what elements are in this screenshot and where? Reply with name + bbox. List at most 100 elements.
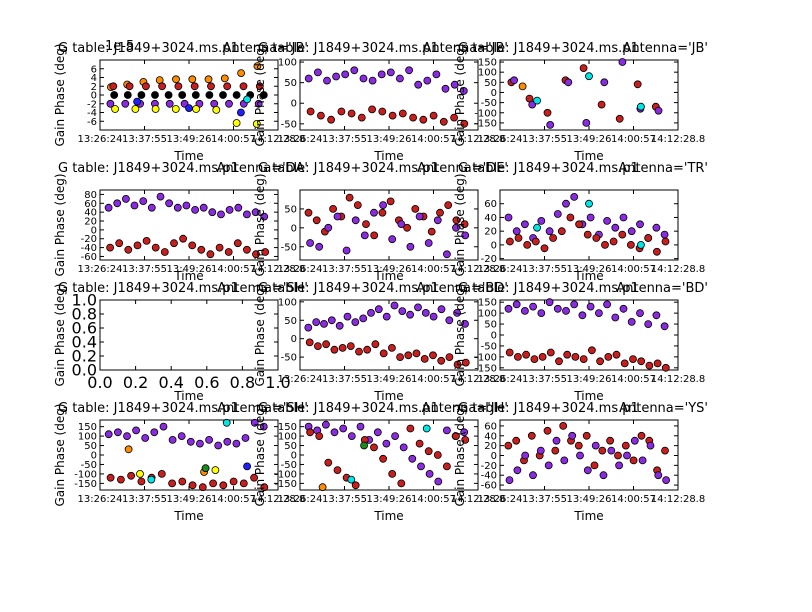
y-tick-label: 100 xyxy=(278,432,297,443)
data-point-purple xyxy=(414,303,422,312)
data-point-red xyxy=(543,108,552,117)
data-point-purple xyxy=(121,99,130,108)
data-point-red xyxy=(406,424,415,433)
data-point-purple xyxy=(552,436,561,445)
data-point-red xyxy=(444,201,453,210)
data-point-purple xyxy=(242,210,251,219)
x-tick-label: 13:49:26 xyxy=(567,134,612,145)
data-point-red xyxy=(260,483,269,492)
data-point-purple xyxy=(421,308,430,317)
x-axis-label: Time xyxy=(173,509,203,523)
x-tick-label: 0.8 xyxy=(230,373,255,392)
data-point-red xyxy=(197,245,206,254)
x-tick-label: 13:37:55 xyxy=(322,494,367,505)
data-point-red xyxy=(563,350,572,359)
data-point-purple xyxy=(450,80,459,89)
data-point-red xyxy=(523,240,532,249)
data-point-red xyxy=(141,82,150,91)
data-point-purple xyxy=(225,99,233,108)
data-point-red xyxy=(559,421,568,430)
data-point-red xyxy=(514,352,522,361)
data-point-purple xyxy=(370,208,378,217)
y-tick-label: 20 xyxy=(484,227,497,238)
data-point-purple xyxy=(335,321,344,330)
data-point-red xyxy=(190,82,199,91)
offset-annotation: 1e-5 xyxy=(105,39,134,54)
x-tick-label: 14:12:28.8 xyxy=(451,264,505,275)
data-point-purple xyxy=(505,476,514,485)
data-point-purple xyxy=(205,435,214,444)
data-point-purple xyxy=(177,432,186,441)
data-point-red xyxy=(531,237,540,246)
x-tick-label: 14:12:28.8 xyxy=(651,134,705,145)
data-point-purple xyxy=(459,87,468,95)
y-tick-label: 2 xyxy=(91,82,97,93)
data-point-purple xyxy=(104,430,113,439)
data-point-purple xyxy=(646,441,655,450)
data-point-red xyxy=(629,456,638,465)
y-tick-label: 50 xyxy=(284,441,297,452)
data-point-red xyxy=(439,117,448,126)
x-axis-label: Time xyxy=(573,149,603,163)
y-tick-label: -100 xyxy=(274,469,297,480)
data-point-red xyxy=(261,248,270,256)
data-point-orange xyxy=(220,74,229,83)
y-tick-label: 100 xyxy=(78,432,97,443)
data-point-cyan xyxy=(243,95,252,104)
subplot-title: G table: J1849+3024.ms.p1 xyxy=(458,41,639,56)
subplot-title: G table: J1849+3024.ms.p1 xyxy=(258,401,439,416)
data-point-red xyxy=(424,447,433,456)
data-point-purple xyxy=(388,235,397,244)
data-point-purple xyxy=(595,309,603,318)
x-tick-label: 13:49:26 xyxy=(367,264,412,275)
y-tick-label: -150 xyxy=(74,479,97,490)
y-tick-label: 0 xyxy=(291,451,297,462)
y-axis-label: Gain Phase (deg) xyxy=(53,43,67,146)
x-tick-label: 14:12:28.8 xyxy=(251,494,305,505)
x-tick-label: 13:49:26 xyxy=(567,374,612,385)
data-point-red xyxy=(604,352,613,361)
y-tick-label: 50 xyxy=(284,78,297,89)
data-point-red xyxy=(157,469,166,478)
data-point-red xyxy=(396,353,405,362)
data-point-purple xyxy=(123,432,131,441)
data-point-yellow xyxy=(212,106,221,114)
y-tick-label: 0 xyxy=(491,451,497,462)
data-point-red xyxy=(398,109,407,118)
data-point-red xyxy=(174,82,183,91)
data-point-black xyxy=(219,91,227,99)
x-tick-label: 14:00:57 xyxy=(211,494,256,505)
data-point-red xyxy=(555,357,563,366)
y-tick-label: -100 xyxy=(74,469,97,480)
data-point-purple xyxy=(636,309,644,318)
data-point-purple xyxy=(104,203,113,212)
data-point-purple xyxy=(217,210,225,219)
y-axis-label: Gain Phase (deg) xyxy=(453,43,467,146)
data-point-purple xyxy=(113,199,122,208)
plot-frame xyxy=(99,299,279,371)
data-point-red xyxy=(338,343,347,352)
y-tick-label: 0 xyxy=(491,88,497,99)
data-point-purple xyxy=(452,223,460,232)
y-tick-label: 100 xyxy=(278,297,297,308)
data-point-purple xyxy=(636,220,644,229)
data-point-red xyxy=(427,227,436,236)
data-point-orange xyxy=(318,483,327,492)
data-point-purple xyxy=(537,309,546,318)
data-point-red xyxy=(597,100,606,109)
data-point-red xyxy=(620,359,629,368)
data-point-red xyxy=(229,477,238,486)
antenna-label: Antenna='TR' xyxy=(618,161,708,176)
y-tick-label: -100 xyxy=(474,352,497,363)
x-tick-label: 14:00:57 xyxy=(611,264,656,275)
x-tick-label: 14:00:57 xyxy=(211,134,256,145)
data-point-purple xyxy=(529,302,537,311)
data-point-cyan xyxy=(585,72,593,81)
data-point-black xyxy=(232,91,241,99)
data-point-purple xyxy=(377,70,386,79)
data-point-purple xyxy=(398,307,407,316)
data-point-red xyxy=(453,360,462,369)
data-point-red xyxy=(133,241,142,250)
